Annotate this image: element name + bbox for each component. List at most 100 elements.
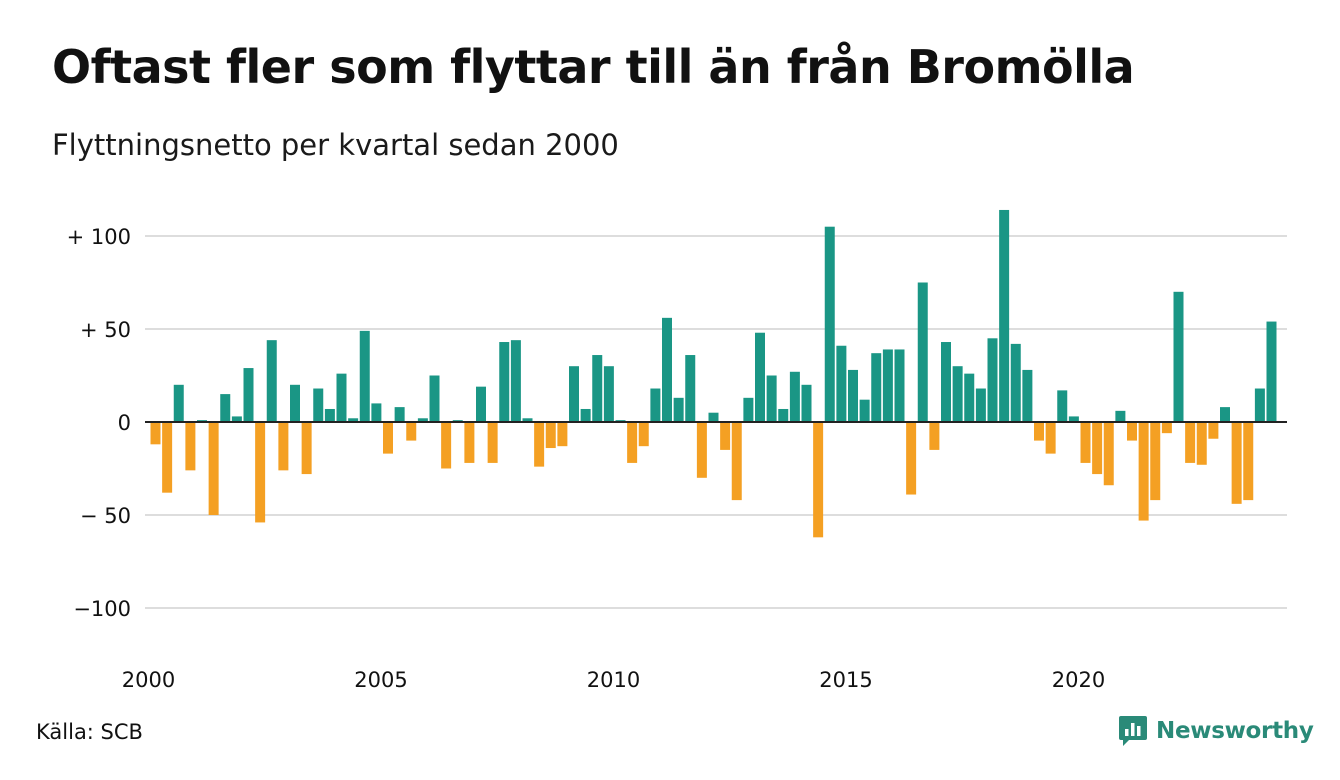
bar <box>441 422 452 469</box>
bar <box>208 422 219 515</box>
bar <box>662 317 672 422</box>
bar <box>941 342 951 422</box>
x-tick-label: 2020 <box>1052 668 1105 692</box>
bar <box>1010 343 1021 422</box>
bar <box>371 403 382 422</box>
y-tick-label: + 100 <box>67 225 131 249</box>
bar <box>417 418 428 422</box>
bar <box>987 338 998 422</box>
bar <box>743 397 754 422</box>
bar <box>813 422 824 538</box>
bar <box>429 375 440 422</box>
x-tick-label: 2015 <box>819 668 872 692</box>
source-note: Källa: SCB <box>36 720 143 744</box>
bar <box>1034 422 1044 441</box>
bar <box>510 340 521 422</box>
grid-lines <box>145 235 1287 609</box>
x-axis-labels: 2000 2005 2010 2015 2020 <box>122 668 1105 692</box>
bar <box>592 355 603 422</box>
bar <box>975 388 986 422</box>
brand-name: Newsworthy <box>1156 718 1314 744</box>
bars <box>150 209 1277 538</box>
chart-subtitle: Flyttningsnetto per kvartal sedan 2000 <box>52 128 619 162</box>
y-tick-label: 0 <box>118 411 131 435</box>
bar <box>220 394 231 422</box>
bar <box>859 399 870 422</box>
brand-logo[interactable]: Newsworthy <box>1118 714 1314 748</box>
bar <box>487 422 498 463</box>
bar <box>359 330 370 422</box>
bar <box>1022 369 1033 422</box>
bar <box>1173 291 1184 422</box>
bar <box>231 416 242 422</box>
bar <box>929 422 940 450</box>
bar <box>534 422 545 467</box>
bar <box>406 422 417 441</box>
bar <box>603 366 614 422</box>
bar <box>673 397 684 422</box>
bar <box>766 375 777 422</box>
bar <box>266 340 277 422</box>
bar <box>848 369 858 422</box>
bar <box>1150 422 1161 501</box>
y-axis-labels: + 100 + 50 0 − 50 −100 <box>67 225 131 621</box>
bar <box>650 388 661 422</box>
bar <box>383 422 393 454</box>
bar <box>150 422 161 445</box>
bar <box>778 408 789 422</box>
bar <box>871 353 882 422</box>
bar <box>255 422 266 523</box>
bar <box>336 373 347 422</box>
bar <box>499 342 510 422</box>
bar <box>557 422 568 447</box>
bar <box>638 422 649 447</box>
x-tick-label: 2005 <box>354 668 407 692</box>
bar <box>685 355 696 422</box>
bar <box>731 422 742 501</box>
bar <box>1266 321 1277 422</box>
bar <box>1254 388 1265 422</box>
bar <box>836 345 847 422</box>
bar <box>824 226 835 422</box>
bar <box>964 373 975 422</box>
bar <box>1231 422 1242 504</box>
bar <box>952 366 963 422</box>
y-tick-label: −100 <box>73 597 131 621</box>
bar <box>394 407 405 422</box>
bar <box>1138 422 1149 521</box>
y-tick-label: − 50 <box>80 504 131 528</box>
bar <box>755 332 765 422</box>
bar <box>1196 422 1207 465</box>
bar <box>720 422 731 450</box>
bar <box>243 368 254 422</box>
bar <box>999 209 1010 422</box>
bar <box>185 422 196 471</box>
bar <box>894 349 905 422</box>
bar <box>696 422 707 478</box>
x-tick-label: 2000 <box>122 668 175 692</box>
bar <box>1045 422 1056 454</box>
x-tick-label: 2010 <box>587 668 640 692</box>
bar <box>1243 422 1254 501</box>
bar <box>522 418 533 422</box>
bar <box>313 388 324 422</box>
bar <box>1185 422 1196 463</box>
bar <box>278 422 289 471</box>
bar <box>580 408 591 422</box>
bar <box>1115 410 1126 422</box>
bar <box>1080 422 1091 463</box>
bar <box>162 422 173 493</box>
newsworthy-logo-icon <box>1119 716 1147 746</box>
bar <box>545 422 556 449</box>
bar <box>801 384 812 422</box>
bar <box>1208 422 1219 439</box>
bar <box>917 282 928 422</box>
bar <box>569 366 579 422</box>
bar <box>627 422 638 463</box>
bar <box>464 422 475 463</box>
bar <box>1068 416 1079 422</box>
bar <box>476 386 486 422</box>
bar <box>301 422 312 475</box>
bar <box>882 349 893 422</box>
